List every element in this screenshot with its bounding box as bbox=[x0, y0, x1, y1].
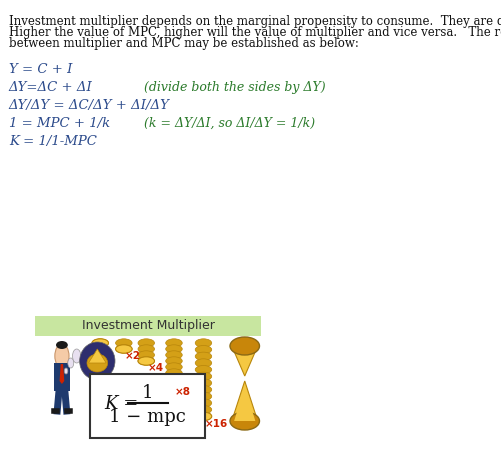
Ellipse shape bbox=[165, 357, 182, 365]
FancyBboxPatch shape bbox=[54, 363, 70, 391]
Text: K =: K = bbox=[104, 395, 138, 413]
FancyBboxPatch shape bbox=[35, 316, 260, 336]
Ellipse shape bbox=[165, 345, 182, 353]
Ellipse shape bbox=[195, 345, 211, 354]
Text: K = 1/1-MPC: K = 1/1-MPC bbox=[9, 135, 97, 148]
Text: ΔY/ΔY = ΔC/ΔY + ΔI/ΔY: ΔY/ΔY = ΔC/ΔY + ΔI/ΔY bbox=[9, 99, 169, 112]
Ellipse shape bbox=[138, 345, 154, 353]
Ellipse shape bbox=[165, 363, 182, 371]
Ellipse shape bbox=[195, 412, 211, 420]
Circle shape bbox=[68, 358, 74, 368]
Text: Y = C + I: Y = C + I bbox=[9, 63, 72, 76]
Ellipse shape bbox=[195, 365, 211, 374]
Ellipse shape bbox=[92, 339, 108, 347]
Text: ×2: ×2 bbox=[125, 351, 141, 361]
Ellipse shape bbox=[165, 369, 182, 377]
Ellipse shape bbox=[195, 352, 211, 361]
Ellipse shape bbox=[195, 399, 211, 407]
Text: 1 − mpc: 1 − mpc bbox=[109, 408, 185, 426]
Ellipse shape bbox=[56, 341, 68, 349]
Polygon shape bbox=[233, 396, 255, 421]
Circle shape bbox=[55, 344, 69, 368]
Ellipse shape bbox=[115, 345, 132, 353]
Ellipse shape bbox=[165, 375, 182, 383]
Polygon shape bbox=[231, 346, 257, 376]
Ellipse shape bbox=[165, 351, 182, 359]
Ellipse shape bbox=[195, 392, 211, 401]
FancyBboxPatch shape bbox=[90, 374, 204, 438]
Ellipse shape bbox=[229, 412, 259, 430]
Ellipse shape bbox=[115, 339, 132, 347]
Text: ×4: ×4 bbox=[147, 363, 163, 373]
Ellipse shape bbox=[195, 405, 211, 414]
Text: 1 = MPC + 1/k: 1 = MPC + 1/k bbox=[9, 117, 110, 130]
Ellipse shape bbox=[195, 412, 211, 420]
Ellipse shape bbox=[195, 359, 211, 367]
Text: Investment Multiplier: Investment Multiplier bbox=[82, 320, 214, 333]
Ellipse shape bbox=[195, 385, 211, 394]
Text: ×8: ×8 bbox=[175, 387, 191, 397]
Text: ΔY=ΔC + ΔI: ΔY=ΔC + ΔI bbox=[9, 81, 92, 94]
Circle shape bbox=[72, 349, 81, 363]
Ellipse shape bbox=[229, 337, 259, 355]
Ellipse shape bbox=[165, 381, 182, 389]
Text: (k = ΔY/ΔI, so ΔI/ΔY = 1/k): (k = ΔY/ΔI, so ΔI/ΔY = 1/k) bbox=[144, 117, 315, 130]
Circle shape bbox=[64, 368, 68, 374]
Polygon shape bbox=[231, 381, 257, 421]
Polygon shape bbox=[60, 364, 64, 384]
Ellipse shape bbox=[165, 381, 182, 389]
Ellipse shape bbox=[115, 345, 132, 353]
Text: Investment multiplier depends on the marginal propensity to consume.  They are d: Investment multiplier depends on the mar… bbox=[9, 15, 501, 28]
Text: 1: 1 bbox=[141, 384, 153, 402]
Text: ×16: ×16 bbox=[204, 419, 227, 429]
Ellipse shape bbox=[138, 351, 154, 359]
Text: between multiplier and MPC may be established as below:: between multiplier and MPC may be establ… bbox=[9, 37, 358, 50]
Text: Higher the value of MPC, higher will the value of multiplier and vice versa.   T: Higher the value of MPC, higher will the… bbox=[9, 26, 501, 39]
Ellipse shape bbox=[195, 372, 211, 381]
Ellipse shape bbox=[195, 339, 211, 347]
Ellipse shape bbox=[92, 339, 108, 347]
Ellipse shape bbox=[80, 342, 115, 380]
Ellipse shape bbox=[87, 354, 107, 372]
Ellipse shape bbox=[138, 357, 154, 365]
Ellipse shape bbox=[138, 357, 154, 365]
Ellipse shape bbox=[165, 339, 182, 347]
Text: (divide both the sides by ΔY): (divide both the sides by ΔY) bbox=[144, 81, 326, 94]
Ellipse shape bbox=[195, 379, 211, 387]
Polygon shape bbox=[88, 349, 106, 363]
Ellipse shape bbox=[138, 339, 154, 347]
